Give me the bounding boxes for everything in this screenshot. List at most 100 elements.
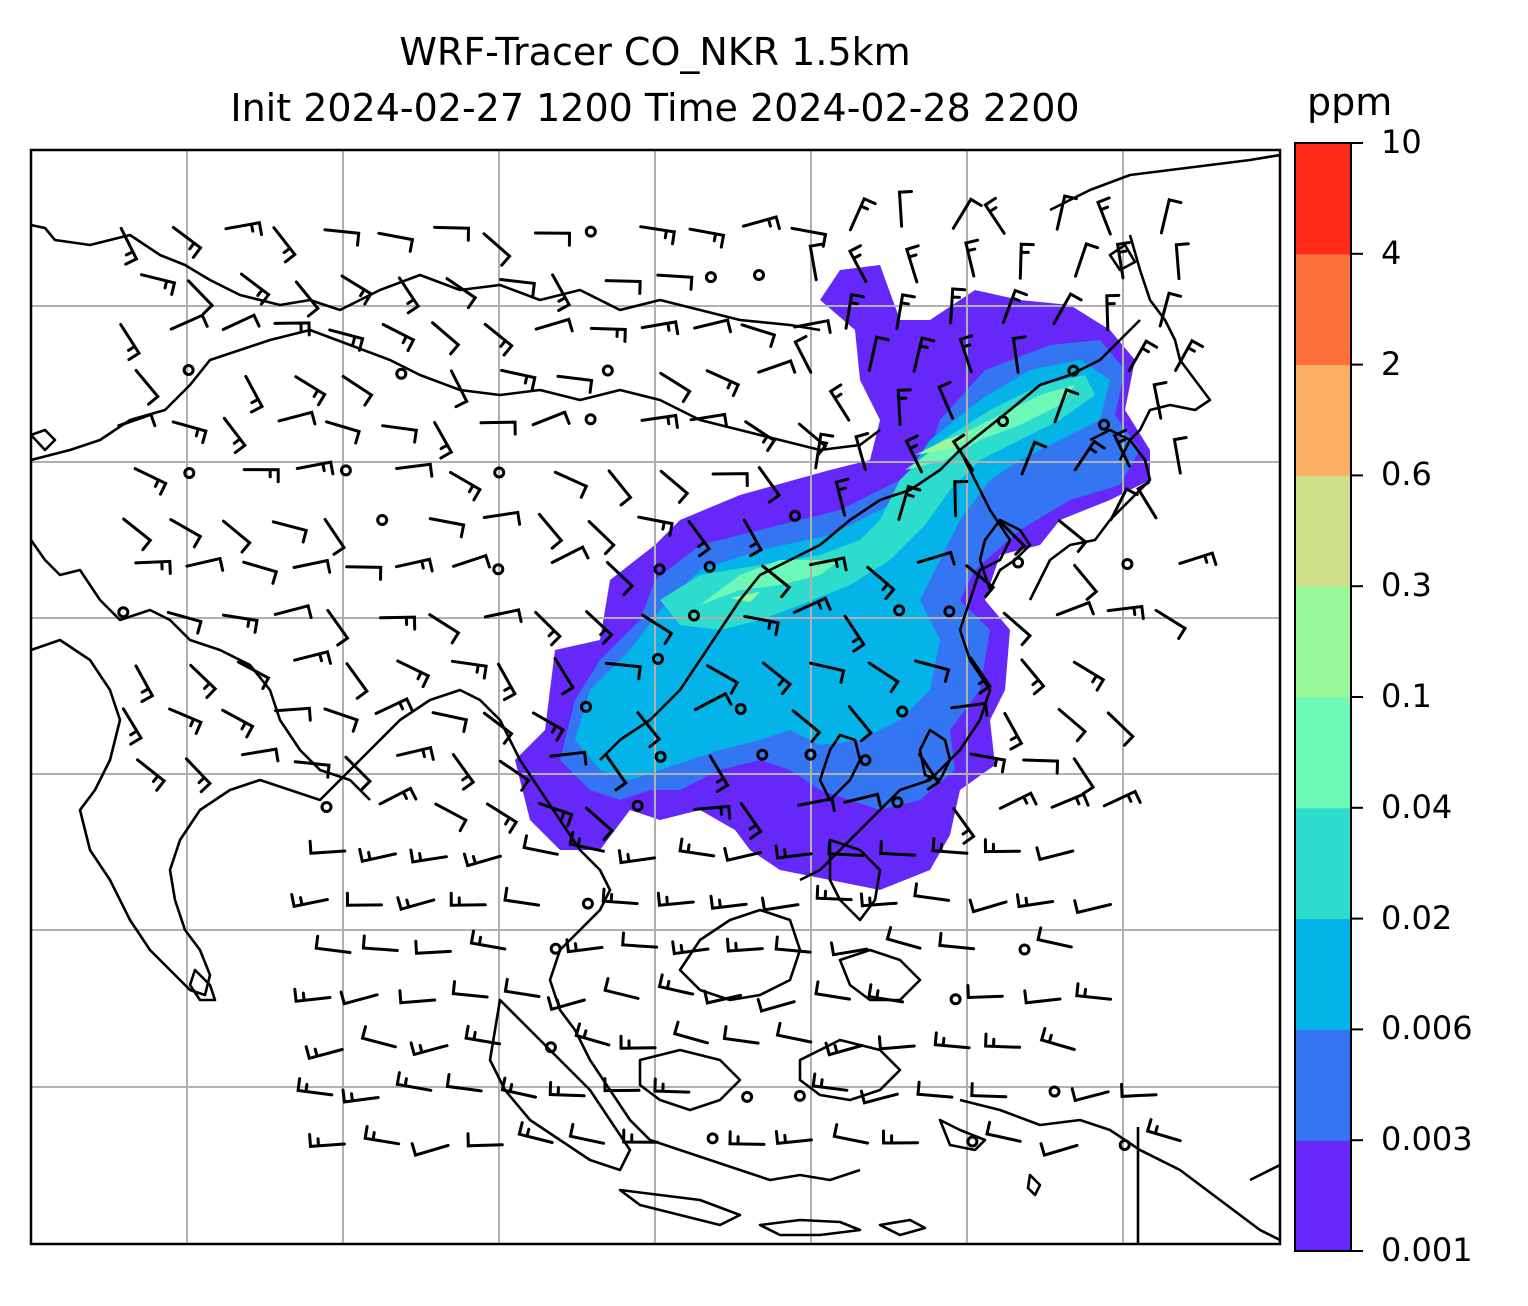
wind-barb-icon [604, 753, 628, 792]
wind-barb-icon [534, 317, 574, 333]
wind-barb-icon [1136, 481, 1158, 520]
wind-barb-icon [277, 410, 317, 426]
wind-barb-icon [859, 1089, 899, 1105]
colorbar-bin-6 [1295, 475, 1351, 587]
calm-wind-circle-icon [652, 652, 664, 665]
colorbar-tick-label: 4 [1381, 233, 1402, 272]
colorbar-unit-label: ppm [1307, 80, 1393, 124]
wind-barb-icon [622, 1128, 660, 1144]
wind-barb-icon [904, 434, 923, 474]
wind-barb-icon [553, 657, 575, 696]
wind-barb-icon [1120, 1082, 1158, 1098]
calm-wind-circle-icon [943, 605, 956, 618]
wind-barb-icon [1096, 196, 1112, 236]
wind-barb-icon [292, 558, 332, 574]
calm-wind-circle-icon [703, 560, 716, 573]
wind-barb-icon [897, 484, 922, 521]
wind-barb-icon [341, 374, 374, 407]
wind-barb-icon [774, 935, 812, 954]
wind-barb-icon [797, 797, 836, 813]
wind-barb-icon [344, 755, 373, 792]
wind-barb-icon [121, 707, 144, 746]
wind-barb-icon [341, 1088, 380, 1104]
wind-barb-icon [703, 989, 743, 1005]
wind-barb-icon [761, 896, 800, 912]
wind-barb-icon [709, 894, 748, 910]
wind-barb-icon [374, 697, 414, 715]
wind-barb-icon [296, 1077, 334, 1097]
wind-barb-icon [585, 610, 614, 645]
wind-barb-icon [479, 420, 517, 436]
wind-barb-icon [722, 1025, 760, 1045]
wind-barb-icon [1052, 291, 1083, 326]
wind-barb-icon [824, 1041, 864, 1057]
wind-barb-icon [295, 460, 335, 476]
wind-barb-icon [756, 998, 796, 1013]
wind-barb-icon [603, 1077, 641, 1093]
wind-barb-icon [1178, 551, 1218, 566]
calm-wind-circle-icon [859, 754, 872, 767]
map-frame [29, 148, 1282, 1246]
wind-barb-icon [396, 659, 431, 689]
wind-barbs-layer [117, 190, 1218, 1157]
wind-barb-icon [1011, 335, 1027, 374]
wind-barb-icon [449, 470, 482, 502]
calm-wind-circle-icon [1098, 418, 1110, 431]
wind-barb-icon [790, 226, 828, 248]
wind-barb-icon [462, 852, 502, 868]
wind-barb-icon [605, 561, 635, 597]
wind-barb-icon [866, 565, 896, 601]
wind-barb-icon [601, 887, 639, 906]
wind-barb-icon [445, 1073, 483, 1093]
wind-barb-icon [556, 374, 594, 394]
calm-wind-circle-icon [549, 942, 562, 955]
wind-barb-icon [1035, 846, 1075, 862]
wind-barb-icon [1174, 338, 1204, 372]
wind-barb-icon [169, 518, 203, 549]
wind-barb-icon [534, 610, 563, 647]
wind-barb-icon [449, 369, 469, 409]
wind-barb-icon [410, 1142, 450, 1157]
wind-barb-icon [619, 1034, 657, 1050]
calm-wind-circle-icon [741, 1090, 754, 1103]
calm-wind-circle-icon [631, 799, 644, 812]
colorbar-tick-label: 0.04 [1381, 787, 1453, 826]
wind-barb-icon [546, 996, 586, 1012]
wind-barb-icon [882, 1129, 920, 1145]
wind-barb-icon [867, 335, 890, 372]
wind-barb-icon [396, 745, 435, 761]
wind-barb-icon [913, 882, 951, 902]
wind-barb-icon [968, 898, 1008, 914]
wind-barb-icon [879, 840, 917, 857]
wind-barb-icon [1145, 1118, 1182, 1143]
wind-barb-icon [409, 1041, 449, 1057]
colorbar-bin-7 [1295, 364, 1351, 476]
wind-barb-icon [693, 691, 733, 711]
wind-barb-icon [640, 413, 679, 429]
wind-barb-icon [671, 940, 710, 956]
wind-barb-icon [428, 517, 466, 539]
wind-barb-icon [242, 560, 279, 585]
wind-barb-icon [482, 510, 522, 526]
wind-barb-icon [808, 242, 824, 282]
wind-barb-icon [950, 701, 989, 717]
wind-barb-icon [1002, 611, 1033, 647]
wind-barb-icon [224, 220, 263, 236]
wind-barb-icon [409, 848, 448, 864]
wind-barb-icon [740, 323, 777, 348]
wind-barb-icon [293, 987, 332, 1003]
wind-barb-icon [466, 1132, 504, 1148]
wind-barb-icon [797, 422, 828, 457]
wind-barb-icon [964, 238, 980, 278]
wind-barb-icon [293, 760, 331, 779]
wind-barb-icon [117, 412, 157, 428]
wind-barb-icon [659, 469, 690, 504]
coastlines [31, 153, 1280, 1244]
wind-barb-icon [361, 934, 399, 952]
wind-barb-icon [775, 1021, 813, 1044]
wind-barb-icon [482, 232, 512, 267]
calm-wind-circle-icon [1018, 943, 1031, 956]
wind-barb-icon [793, 318, 832, 334]
wind-barb-icon [1172, 436, 1188, 475]
